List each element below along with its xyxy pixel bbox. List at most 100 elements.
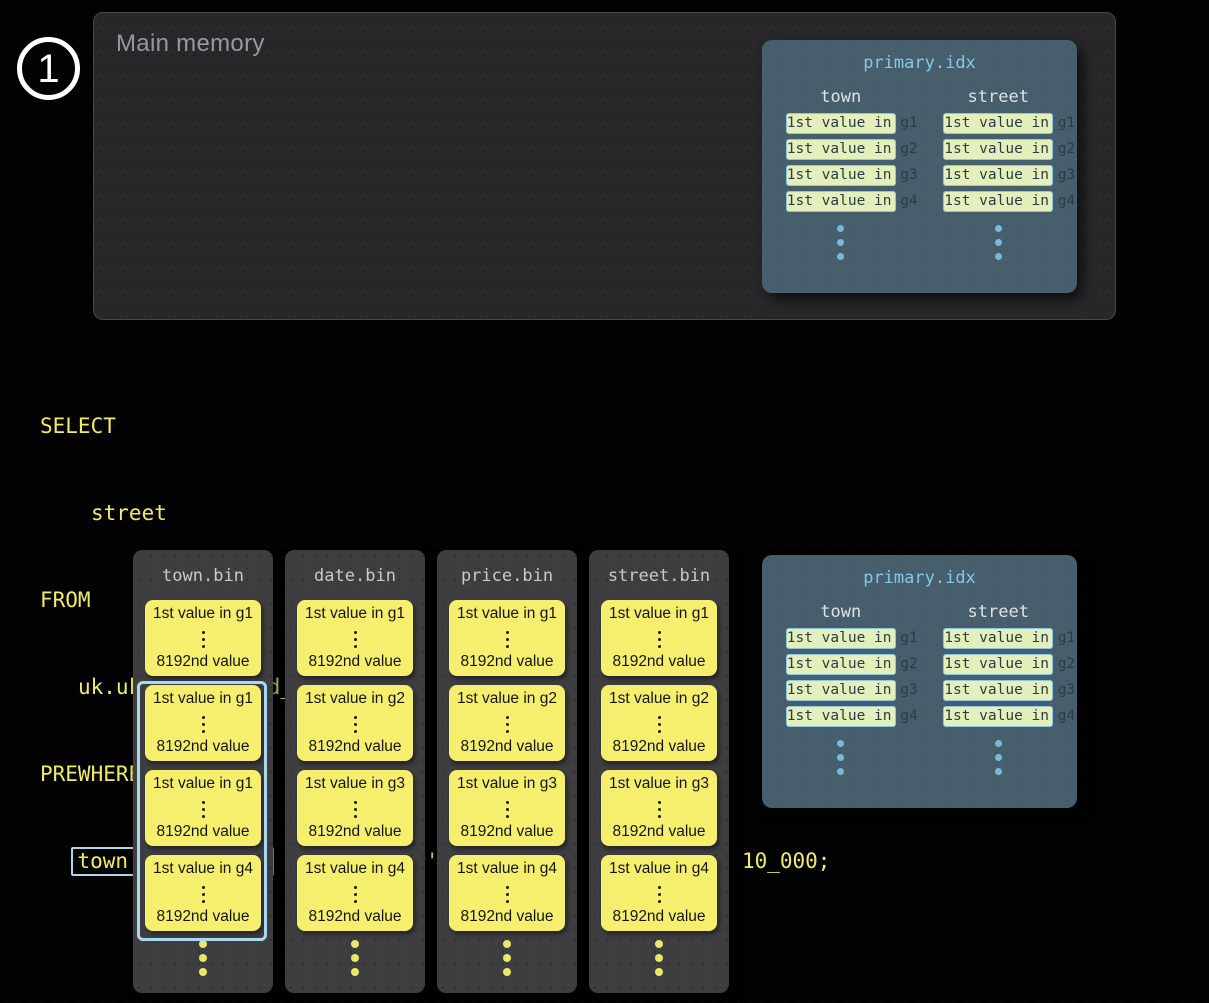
granule-top-label: 1st value in g1: [457, 605, 557, 622]
main-memory-label: Main memory: [116, 30, 265, 57]
granule-bottom-label: 8192nd value: [612, 908, 706, 925]
index-cell: 1st value in g3: [785, 165, 918, 186]
index-column-header-town: town: [820, 602, 862, 622]
granule-block: 1st value in g1 8192nd value: [145, 600, 261, 676]
vertical-ellipsis-icon: [437, 940, 577, 976]
granule-top-label: 1st value in g4: [457, 860, 557, 877]
granule-block: 1st value in g1 8192nd value: [145, 685, 261, 761]
index-column-street: street 1st value in g1 1st value in g2 1…: [920, 86, 1078, 260]
index-cell: 1st value in g3: [785, 680, 918, 701]
index-column-town: town 1st value in g1 1st value in g2 1st…: [762, 86, 920, 260]
sql-line-select: SELECT: [40, 414, 116, 438]
granule-top-label: 1st value in g3: [609, 775, 709, 792]
granule-block: 1st value in g4 8192nd value: [145, 855, 261, 931]
bin-column-street: street.bin 1st value in g1 8192nd value …: [589, 550, 729, 993]
vertical-ellipsis-icon: [201, 714, 205, 733]
granule-top-label: 1st value in g2: [457, 690, 557, 707]
granule-block: 1st value in g3 8192nd value: [449, 770, 565, 846]
index-cell: 1st value in g1: [785, 628, 918, 649]
sql-line-prewhere: PREWHERE: [40, 762, 142, 786]
index-cell: 1st value in g4: [943, 191, 1075, 212]
index-cell: 1st value in g2: [785, 654, 918, 675]
index-cell: 1st value in g1: [943, 113, 1075, 134]
granule-top-label: 1st value in g1: [153, 690, 253, 707]
index-cell: 1st value in g1: [943, 628, 1075, 649]
granule-bottom-label: 8192nd value: [156, 823, 250, 840]
index-cell: 1st value in g3: [943, 165, 1075, 186]
primary-idx-title: primary.idx: [863, 53, 976, 73]
granule-top-label: 1st value in g4: [305, 860, 405, 877]
vertical-ellipsis-icon: [353, 629, 357, 648]
index-cell: 1st value in g1: [785, 113, 918, 134]
index-cell: 1st value in g3: [943, 680, 1075, 701]
granule-block: 1st value in g4 8192nd value: [297, 855, 413, 931]
bin-column-date: date.bin 1st value in g1 8192nd value 1s…: [285, 550, 425, 993]
vertical-ellipsis-icon: [589, 940, 729, 976]
index-column-header-town: town: [820, 87, 862, 107]
step-number-badge: 1: [17, 37, 80, 100]
bin-file-title: town.bin: [162, 566, 244, 586]
granule-block: 1st value in g1 8192nd value: [449, 600, 565, 676]
vertical-ellipsis-icon: [762, 740, 920, 775]
granule-block: 1st value in g2 8192nd value: [449, 685, 565, 761]
vertical-ellipsis-icon: [657, 799, 661, 818]
vertical-ellipsis-icon: [505, 884, 509, 903]
vertical-ellipsis-icon: [657, 714, 661, 733]
vertical-ellipsis-icon: [505, 714, 509, 733]
granule-block: 1st value in g3 8192nd value: [297, 770, 413, 846]
granule-bottom-label: 8192nd value: [460, 653, 554, 670]
granule-block: 1st value in g4 8192nd value: [449, 855, 565, 931]
granule-top-label: 1st value in g1: [153, 775, 253, 792]
step-number: 1: [37, 46, 60, 91]
index-cell: 1st value in g4: [785, 706, 918, 727]
granule-block: 1st value in g3 8192nd value: [601, 770, 717, 846]
index-column-street: street 1st value in g1 1st value in g2 1…: [920, 601, 1078, 775]
granule-top-label: 1st value in g2: [305, 690, 405, 707]
granule-bottom-label: 8192nd value: [308, 738, 402, 755]
vertical-ellipsis-icon: [657, 884, 661, 903]
granule-bottom-label: 8192nd value: [460, 908, 554, 925]
index-cell: 1st value in g2: [943, 139, 1075, 160]
granule-bottom-label: 8192nd value: [156, 908, 250, 925]
granule-bottom-label: 8192nd value: [612, 738, 706, 755]
granule-bottom-label: 8192nd value: [156, 653, 250, 670]
vertical-ellipsis-icon: [201, 884, 205, 903]
vertical-ellipsis-icon: [505, 629, 509, 648]
granule-block: 1st value in g1 8192nd value: [145, 770, 261, 846]
granule-block: 1st value in g1 8192nd value: [297, 600, 413, 676]
vertical-ellipsis-icon: [353, 714, 357, 733]
vertical-ellipsis-icon: [201, 629, 205, 648]
index-cell: 1st value in g4: [785, 191, 918, 212]
index-column-header-street: street: [967, 87, 1029, 107]
granule-top-label: 1st value in g1: [153, 605, 253, 622]
index-column-header-street: street: [967, 602, 1029, 622]
granule-block: 1st value in g1 8192nd value: [601, 600, 717, 676]
primary-idx-panel-main-memory: primary.idx town 1st value in g1 1st val…: [762, 40, 1077, 293]
granule-bottom-label: 8192nd value: [460, 823, 554, 840]
bin-file-title: street.bin: [607, 566, 711, 586]
granule-top-label: 1st value in g4: [609, 860, 709, 877]
vertical-ellipsis-icon: [133, 940, 273, 976]
granule-top-label: 1st value in g1: [609, 605, 709, 622]
index-column-town: town 1st value in g1 1st value in g2 1st…: [762, 601, 920, 775]
bin-column-price: price.bin 1st value in g1 8192nd value 1…: [437, 550, 577, 993]
vertical-ellipsis-icon: [920, 225, 1078, 260]
vertical-ellipsis-icon: [762, 225, 920, 260]
granule-block: 1st value in g4 8192nd value: [601, 855, 717, 931]
index-cell: 1st value in g2: [943, 654, 1075, 675]
vertical-ellipsis-icon: [285, 940, 425, 976]
sql-line-from: FROM: [40, 588, 91, 612]
granule-bottom-label: 8192nd value: [460, 738, 554, 755]
granule-bottom-label: 8192nd value: [156, 738, 250, 755]
vertical-ellipsis-icon: [657, 629, 661, 648]
granule-bottom-label: 8192nd value: [308, 653, 402, 670]
granule-top-label: 1st value in g4: [153, 860, 253, 877]
bin-file-title: date.bin: [314, 566, 396, 586]
bin-column-town: town.bin 1st value in g1 8192nd value 1s…: [133, 550, 273, 993]
granule-bottom-label: 8192nd value: [308, 908, 402, 925]
primary-idx-title: primary.idx: [863, 568, 976, 588]
vertical-ellipsis-icon: [505, 799, 509, 818]
primary-idx-panel-disk: primary.idx town 1st value in g1 1st val…: [762, 555, 1077, 808]
index-cell: 1st value in g2: [785, 139, 918, 160]
granule-bottom-label: 8192nd value: [612, 823, 706, 840]
